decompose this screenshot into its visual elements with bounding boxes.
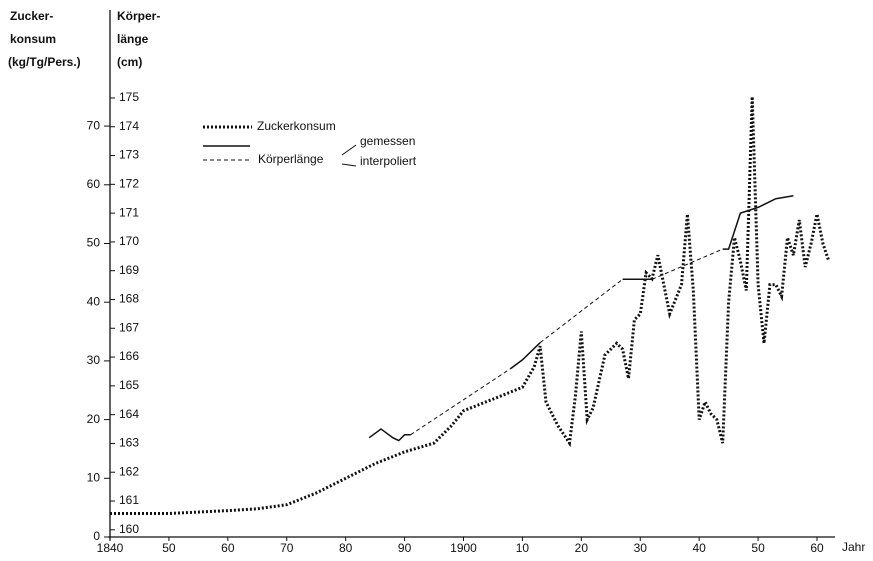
series-line [110,96,831,515]
y2-tick-label: 171 [119,205,139,219]
y2-tick-label: 162 [119,464,139,478]
y2-tick-label: 164 [119,407,139,421]
y-tick-label: 40 [87,294,101,308]
x-tick-label: 20 [575,541,589,555]
x-tick-label: 1840 [97,541,124,555]
x-tick-label: 90 [398,541,412,555]
legend-brace [341,144,357,167]
y2-title: Körper- [117,9,160,23]
x-tick-label: 60 [221,541,235,555]
x-tick-label: 60 [810,541,824,555]
x-tick-label: 50 [162,541,176,555]
legend-label: Körperlänge [258,152,324,166]
x-tick-label: 10 [516,541,530,555]
x-title: Jahr [842,540,865,554]
y-tick-label: 0 [93,529,100,543]
y2-title: (cm) [117,55,142,69]
x-tick-label: 30 [634,541,648,555]
y-title: (kg/Tg/Pers.) [8,55,81,69]
y-title: konsum [10,32,56,46]
x-tick-label: 1900 [450,541,477,555]
legend-label: Zuckerkonsum [257,119,336,133]
y2-tick-label: 166 [119,349,139,363]
legend-label: gemessen [360,134,415,148]
y2-tick-label: 170 [119,234,139,248]
y2-tick-label: 160 [119,522,139,536]
y-tick-label: 70 [87,118,101,132]
y2-tick-label: 175 [119,90,139,104]
y2-tick-label: 168 [119,292,139,306]
y2-title: länge [117,32,149,46]
y2-tick-label: 161 [119,493,139,507]
series-line [368,195,794,442]
x-tick-label: 80 [339,541,353,555]
y-title: Zucker- [10,9,53,23]
y-tick-label: 30 [87,353,101,367]
legend-label: interpoliert [360,154,417,168]
y2-tick-label: 167 [119,320,139,334]
y-tick-label: 60 [87,177,101,191]
y2-tick-label: 169 [119,263,139,277]
y-tick-label: 50 [87,236,101,250]
x-tick-label: 40 [692,541,706,555]
x-tick-label: 50 [751,541,765,555]
series-line [410,248,723,436]
y2-tick-label: 174 [119,119,139,133]
y-tick-label: 10 [87,470,101,484]
x-tick-label: 70 [280,541,294,555]
y2-tick-label: 165 [119,378,139,392]
y-tick-label: 20 [87,412,101,426]
y2-tick-label: 173 [119,148,139,162]
y2-tick-label: 172 [119,176,139,190]
y2-tick-label: 163 [119,436,139,450]
